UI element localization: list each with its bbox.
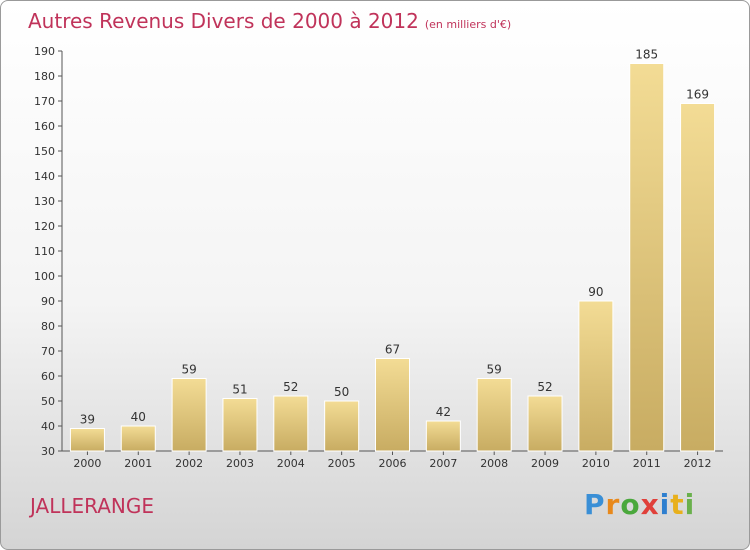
- data-label-2008: 59: [487, 363, 502, 377]
- data-label-2005: 50: [334, 385, 349, 399]
- y-tick-label-180: 180: [34, 70, 55, 83]
- y-tick-label-40: 40: [41, 420, 55, 433]
- y-tick-label-50: 50: [41, 395, 55, 408]
- data-label-2004: 52: [283, 380, 298, 394]
- data-label-2009: 52: [537, 380, 552, 394]
- bar-2003: [222, 398, 258, 452]
- y-tick-label-110: 110: [34, 245, 55, 258]
- bar-2006: [375, 358, 410, 452]
- y-tick-label-80: 80: [41, 320, 55, 333]
- data-label-2003: 51: [232, 383, 247, 397]
- x-tick-label-2009: 2009: [531, 457, 559, 470]
- x-tick-label-2000: 2000: [73, 457, 101, 470]
- bar-2002: [171, 378, 207, 452]
- y-tick-label-90: 90: [41, 295, 55, 308]
- data-label-2010: 90: [588, 285, 603, 299]
- bar-2001: [120, 425, 156, 452]
- y-tick-label-70: 70: [41, 345, 55, 358]
- y-tick-label-30: 30: [41, 445, 55, 458]
- x-tick-label-2004: 2004: [277, 457, 305, 470]
- bar-2010: [578, 300, 614, 452]
- y-tick-label-130: 130: [34, 195, 55, 208]
- x-tick-label-2008: 2008: [480, 457, 508, 470]
- data-label-2000: 39: [80, 413, 95, 427]
- bar-2012: [680, 103, 716, 452]
- chart-axes: 30 40 50 60 70 80 90 100 110 120 130 140 150 160 170 18…: [34, 45, 723, 470]
- chart-title: Autres Revenus Divers de 2000 à 2012: [28, 9, 419, 33]
- bar-2008: [476, 378, 512, 452]
- data-label-2012: 169: [686, 88, 709, 102]
- data-label-2011: 185: [635, 48, 658, 62]
- y-tick-label-150: 150: [34, 145, 55, 158]
- x-tick-label-2002: 2002: [175, 457, 203, 470]
- y-tick-label-170: 170: [34, 95, 55, 108]
- y-tick-label-100: 100: [34, 270, 55, 283]
- bar-2007: [425, 420, 461, 452]
- bar-2011: [629, 63, 665, 452]
- y-tick-label-120: 120: [34, 220, 55, 233]
- chart-bars: 39 40 59 51 52 50 67 42 59 52 90 185 169: [69, 48, 716, 452]
- y-tick-label-60: 60: [41, 370, 55, 383]
- x-tick-label-2012: 2012: [684, 457, 712, 470]
- y-tick-label-140: 140: [34, 170, 55, 183]
- y-tick-label-190: 190: [34, 45, 55, 58]
- commune-name: JALLERANGE: [30, 494, 155, 518]
- proxiti-logo: Proxiti: [584, 488, 696, 521]
- bar-2005: [324, 400, 360, 452]
- x-tick-label-2007: 2007: [429, 457, 457, 470]
- x-tick-label-2006: 2006: [379, 457, 407, 470]
- chart-title-row: Autres Revenus Divers de 2000 à 2012 (en …: [28, 9, 511, 33]
- x-tick-label-2003: 2003: [226, 457, 254, 470]
- bar-2009: [527, 395, 563, 452]
- bar-2004: [273, 395, 309, 452]
- data-label-2001: 40: [131, 410, 146, 424]
- data-label-2007: 42: [436, 405, 451, 419]
- x-tick-label-2011: 2011: [633, 457, 661, 470]
- data-label-2002: 59: [181, 363, 196, 377]
- data-label-2006: 67: [385, 343, 400, 357]
- x-tick-label-2005: 2005: [328, 457, 356, 470]
- x-tick-label-2001: 2001: [124, 457, 152, 470]
- y-tick-label-160: 160: [34, 120, 55, 133]
- x-tick-label-2010: 2010: [582, 457, 610, 470]
- chart-unit-label: (en milliers d'€): [424, 18, 512, 31]
- bar-2000: [69, 428, 105, 452]
